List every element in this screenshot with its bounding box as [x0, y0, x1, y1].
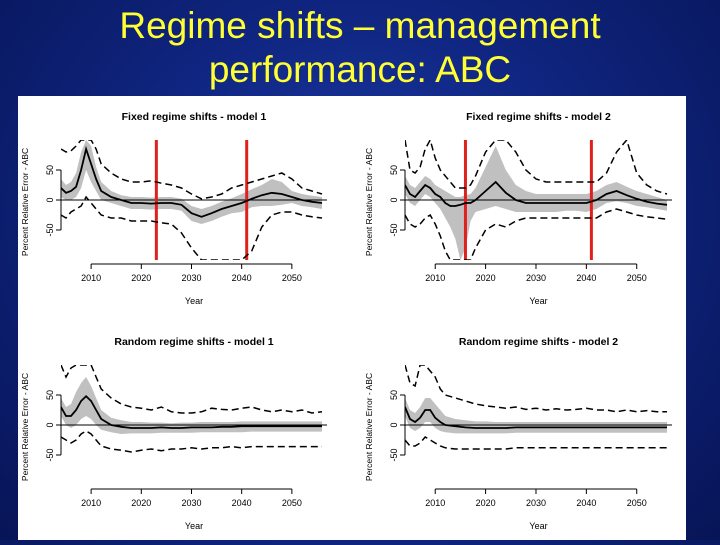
y-tick-label: 0 [45, 197, 55, 202]
figure-svg: -50 0 50 2010 2020 2030 2040 2050 Fixed regime s… [20, 111, 672, 531]
slide-title-line-1: Regime shifts – management [119, 5, 601, 46]
median-line [61, 394, 322, 429]
median-line [405, 180, 668, 207]
x-tick-label: 2050 [282, 498, 302, 508]
x-tick-label: 2020 [476, 498, 496, 508]
interval-lower-line [61, 195, 323, 260]
x-tick-label: 2030 [181, 273, 201, 283]
y-tick-label: -50 [389, 223, 399, 236]
chart-panel-2: -50 0 50 2010 2020 2030 2040 2050 Fixed regime s… [364, 111, 672, 306]
x-tick-label: 2050 [627, 273, 647, 283]
figure-panel: -50 0 50 2010 2020 2030 2040 2050 Fixed regime s… [18, 96, 686, 540]
y-tick-label: -50 [389, 448, 399, 461]
interval-upper-line [61, 365, 323, 414]
x-tick-label: 2030 [181, 498, 201, 508]
chart-title: Random regime shifts - model 2 [459, 336, 618, 348]
uncertainty-band [61, 140, 322, 224]
x-tick-label: 2040 [576, 273, 596, 283]
y-tick-label: 50 [389, 165, 399, 175]
y-tick-label: 50 [45, 390, 55, 400]
x-tick-label: 2020 [131, 498, 151, 508]
uncertainty-band [61, 377, 322, 434]
x-axis-label: Year [529, 296, 547, 306]
y-axis-label: Percent Relative Error - ABC [364, 373, 374, 481]
y-tick-label: 0 [45, 422, 55, 427]
chart-title: Fixed regime shifts - model 2 [466, 111, 611, 123]
interval-lower-line [405, 436, 667, 450]
plot-area [405, 365, 672, 450]
x-tick-label: 2040 [232, 273, 252, 283]
interval-lower-line [405, 208, 668, 260]
y-axis-label: Percent Relative Error - ABC [20, 148, 30, 256]
chart-panel-3: -50 0 50 2010 2020 2030 2040 2050 Random regime … [20, 336, 327, 531]
slide-title: Regime shifts – management performance: … [0, 4, 720, 92]
plot-area [61, 140, 327, 260]
x-tick-label: 2020 [476, 273, 496, 283]
x-tick-label: 2010 [81, 498, 101, 508]
y-tick-label: 0 [389, 422, 399, 427]
y-tick-label: 0 [389, 197, 399, 202]
x-tick-label: 2030 [526, 273, 546, 283]
chart-title: Random regime shifts - model 1 [114, 336, 273, 348]
y-axis-label: Percent Relative Error - ABC [364, 148, 374, 256]
x-tick-label: 2040 [576, 498, 596, 508]
x-tick-label: 2050 [282, 273, 302, 283]
x-axis-label: Year [185, 521, 203, 531]
x-axis-label: Year [529, 521, 547, 531]
x-tick-label: 2010 [425, 273, 445, 283]
median-line [61, 145, 323, 218]
slide-title-line-2: performance: ABC [208, 49, 512, 90]
x-tick-label: 2040 [232, 498, 252, 508]
y-axis-label: Percent Relative Error - ABC [20, 373, 30, 481]
interval-upper-line [61, 140, 323, 200]
y-tick-label: 50 [389, 390, 399, 400]
chart-panel-1: -50 0 50 2010 2020 2030 2040 2050 Fixed regime s… [20, 111, 327, 306]
chart-panel-4: -50 0 50 2010 2020 2030 2040 2050 Random regime … [364, 336, 672, 531]
y-tick-label: -50 [45, 448, 55, 461]
plot-area [61, 365, 327, 453]
x-tick-label: 2010 [425, 498, 445, 508]
median-line [405, 406, 667, 429]
interval-upper-line [405, 365, 667, 413]
x-tick-label: 2030 [526, 498, 546, 508]
y-tick-label: -50 [45, 223, 55, 236]
x-tick-label: 2010 [81, 273, 101, 283]
x-tick-label: 2020 [131, 273, 151, 283]
chart-title: Fixed regime shifts - model 1 [122, 111, 267, 123]
interval-lower-line [61, 430, 322, 453]
y-tick-label: 50 [45, 165, 55, 175]
interval-upper-line [405, 140, 668, 195]
x-axis-label: Year [185, 296, 203, 306]
plot-area [405, 140, 672, 260]
x-tick-label: 2050 [627, 498, 647, 508]
